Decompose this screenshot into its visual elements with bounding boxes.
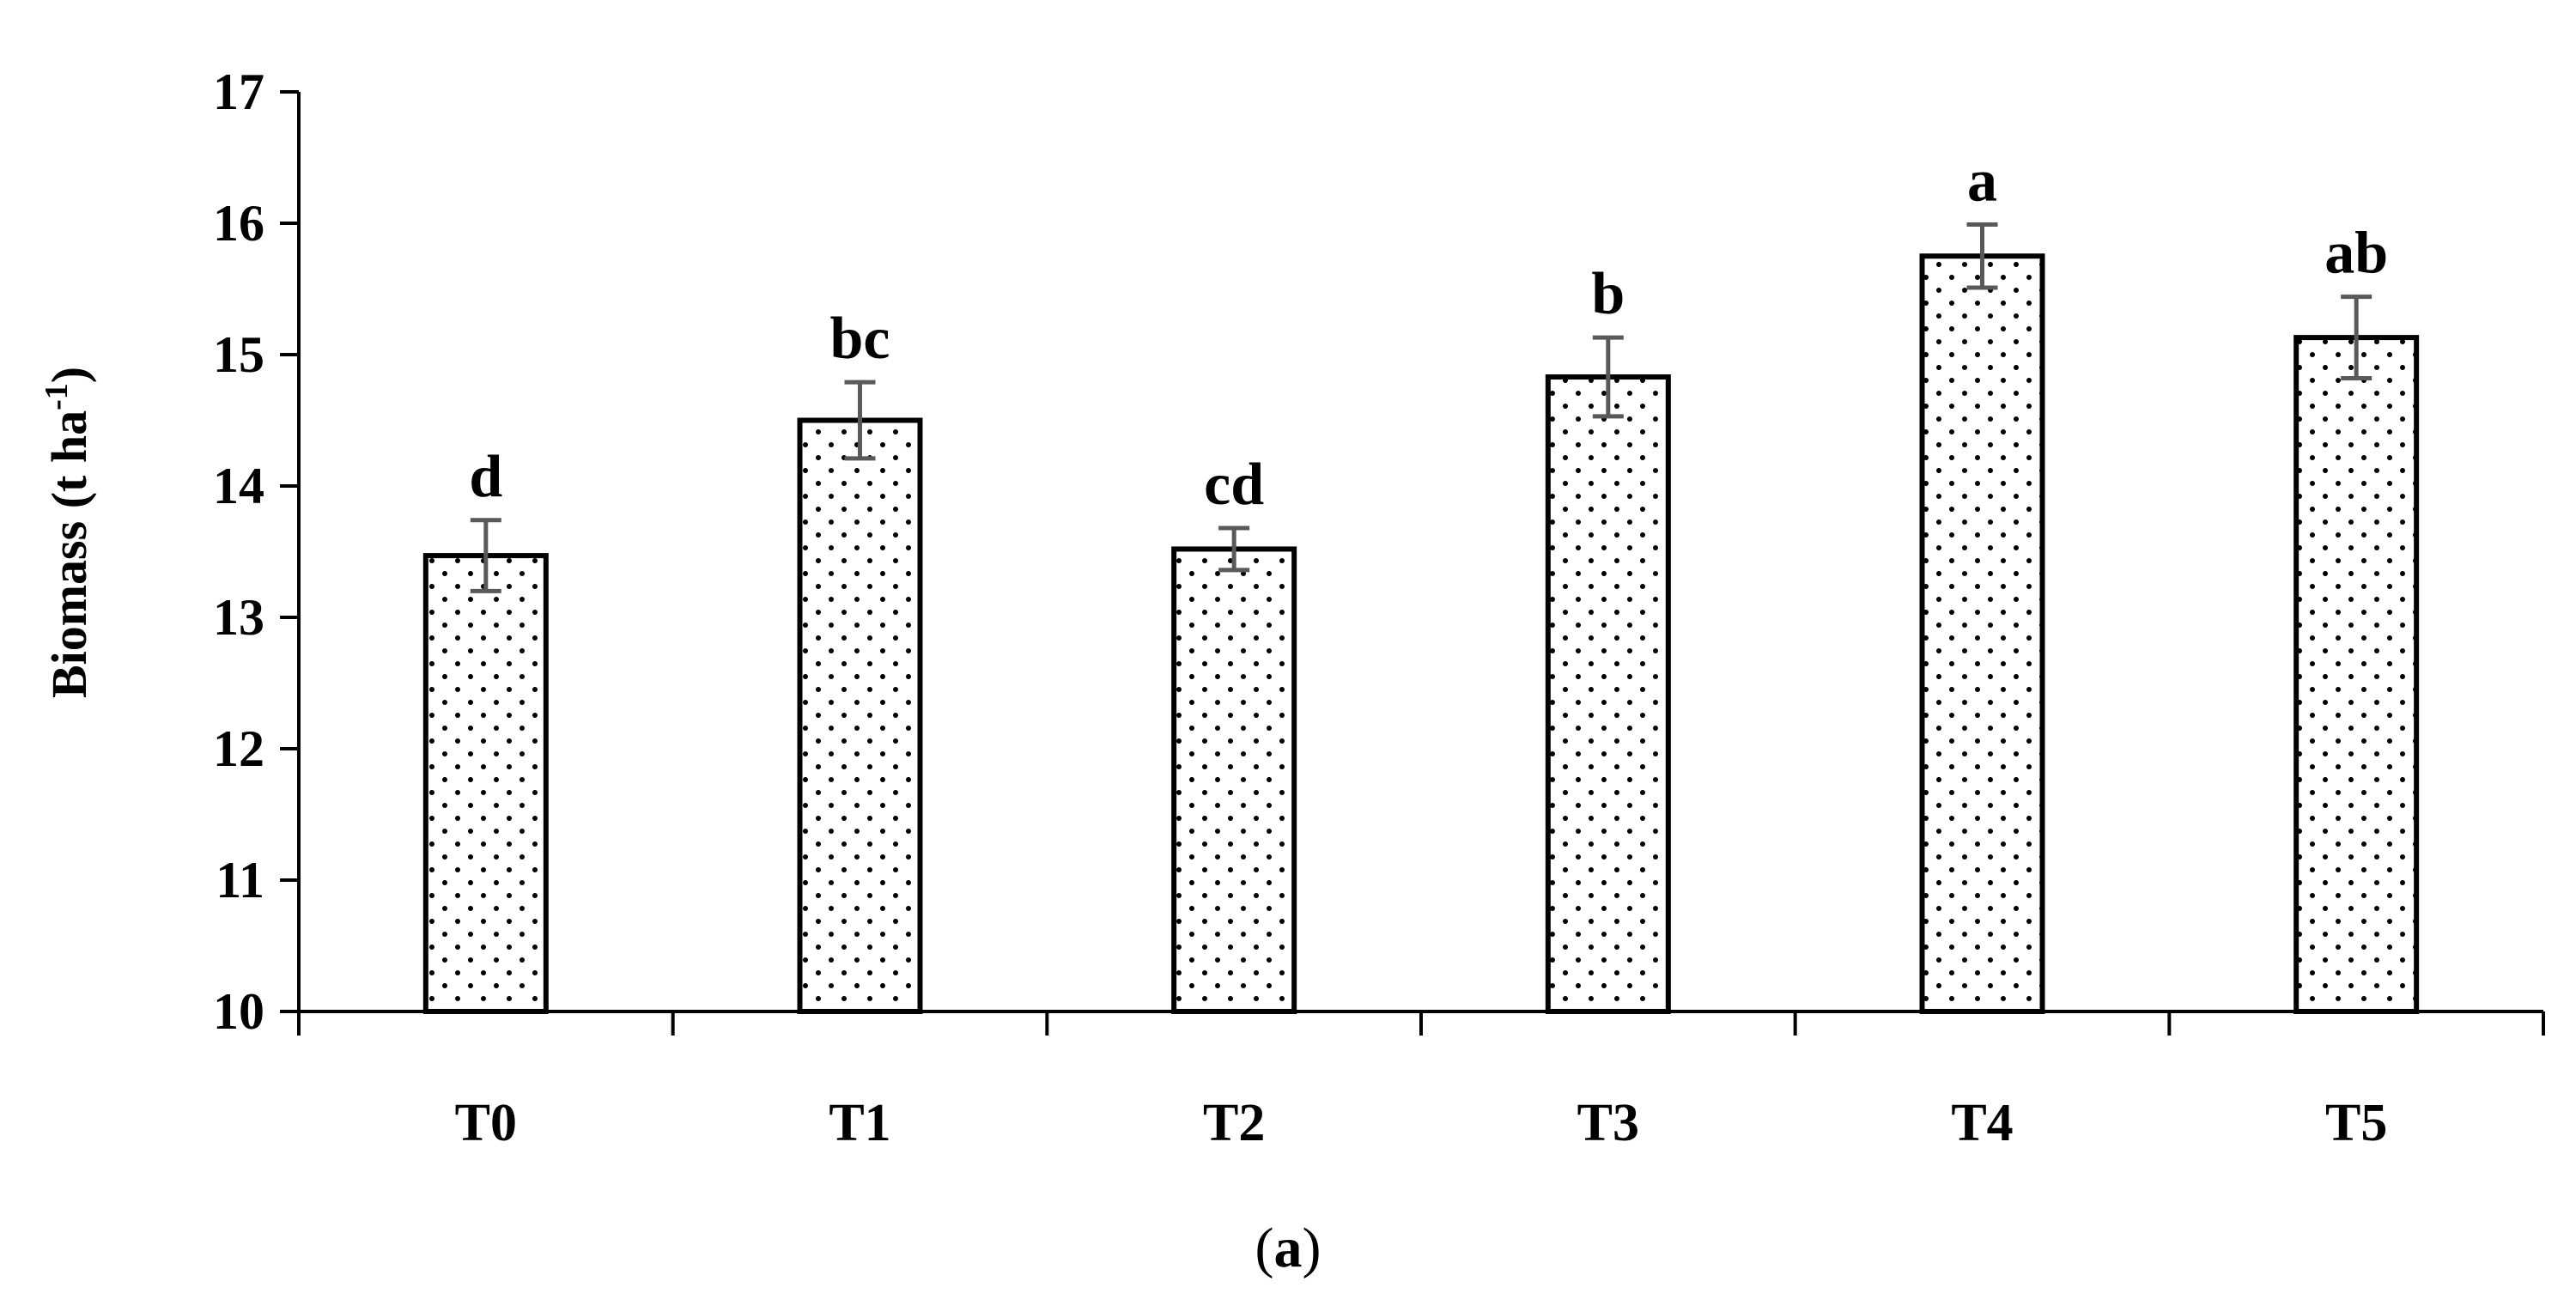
significance-letter: cd [1204,452,1264,518]
svg-text:Biomass (t ha-1): Biomass (t ha-1) [39,367,97,698]
x-tick-label: T4 [1951,1094,2013,1152]
y-axis-title-close: ) [41,367,97,383]
y-tick-label: 15 [213,326,264,383]
x-tick-label: T1 [829,1094,890,1152]
panel-label: (a) [1255,1217,1321,1279]
y-tick-label: 14 [213,458,264,514]
y-tick-label: 17 [213,64,264,120]
significance-letter: d [469,444,502,510]
bar [1545,374,1671,1014]
bar [422,553,549,1014]
bar [1171,546,1297,1014]
y-axis-title-main: Biomass (t ha [41,410,97,698]
y-tick-label: 10 [213,983,264,1040]
significance-letters-group: d bc cd b a ab [469,149,2388,518]
significance-letter: bc [830,306,890,372]
significance-letter: a [1967,149,1997,215]
error-bars-group [470,222,2372,593]
y-axis: 10 11 12 13 14 15 16 17 [213,64,301,1040]
x-tick-label: T0 [455,1094,517,1152]
x-tick-label: T2 [1203,1094,1265,1152]
significance-letter: ab [2324,221,2388,287]
y-tick-label: 11 [216,852,264,908]
significance-letter: b [1591,261,1625,327]
bars-group [422,253,2420,1014]
bar [2293,335,2420,1014]
y-axis-title: Biomass (t ha-1) [39,367,97,698]
y-tick-label: 16 [213,195,264,252]
y-axis-title-superscript: -1 [39,383,75,410]
y-tick-label: 12 [213,720,264,777]
y-tick-label: 13 [213,589,264,646]
x-tick-label: T3 [1577,1094,1639,1152]
x-tick-label: T5 [2325,1094,2387,1152]
bar [1919,253,2045,1014]
x-axis: T0 T1 T2 T3 T4 T5 [297,1010,2545,1152]
bar [797,417,923,1014]
